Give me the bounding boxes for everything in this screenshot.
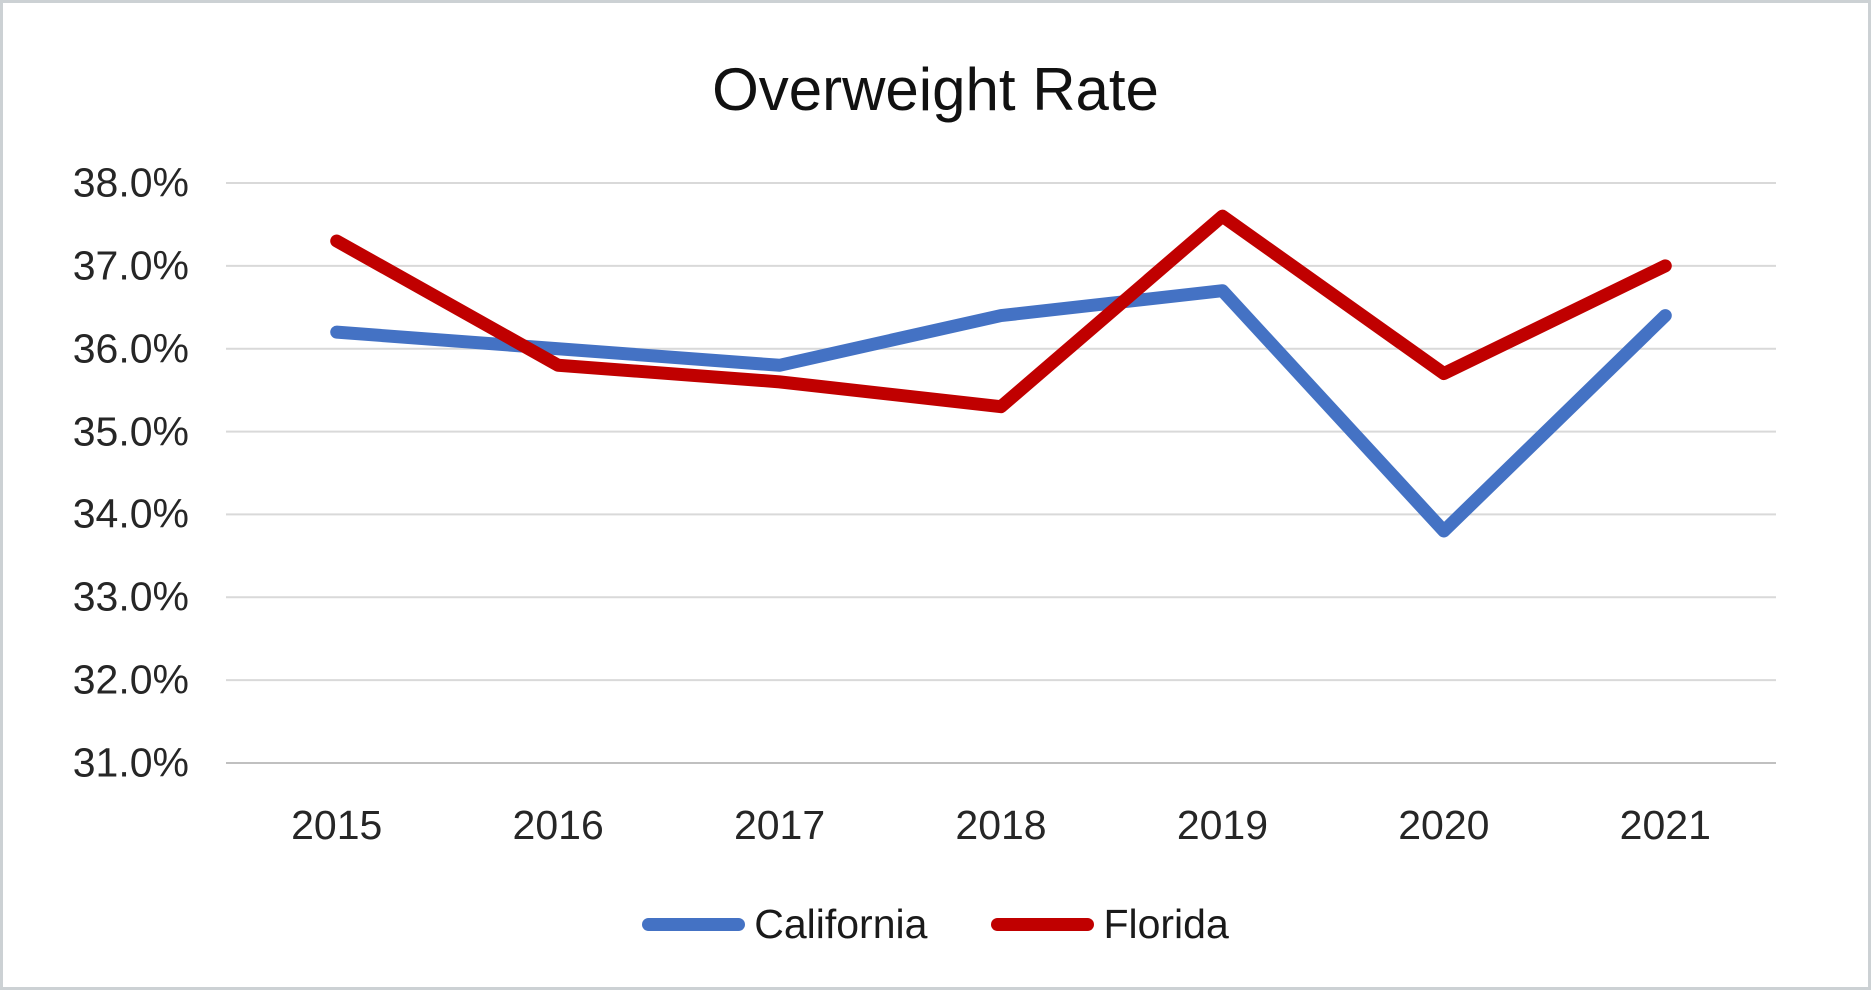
x-axis-tick-label: 2019 bbox=[1176, 802, 1269, 848]
florida-line bbox=[330, 209, 1672, 414]
legend: California Florida bbox=[3, 900, 1868, 948]
y-axis-tick-label: 31.0% bbox=[72, 739, 189, 786]
y-axis-tick-label: 32.0% bbox=[72, 656, 189, 703]
y-axis-tick-label: 38.0% bbox=[72, 159, 189, 206]
x-axis-tick-label: 2016 bbox=[512, 802, 604, 848]
florida-line-swatch bbox=[991, 917, 1095, 931]
x-axis-tick-label: 2015 bbox=[291, 802, 383, 848]
x-axis-tick-label: 2018 bbox=[955, 802, 1047, 848]
x-axis-tick-label: 2020 bbox=[1398, 802, 1490, 848]
x-axis-tick-label: 2021 bbox=[1619, 802, 1711, 848]
plot-area bbox=[226, 182, 1776, 764]
legend-label-florida: Florida bbox=[1103, 901, 1229, 947]
y-axis-tick-label: 35.0% bbox=[72, 408, 189, 455]
legend-label-california: California bbox=[754, 901, 928, 947]
y-axis-tick-label: 34.0% bbox=[72, 490, 189, 537]
chart-title: Overweight Rate bbox=[712, 56, 1159, 123]
y-axis-tick-label: 36.0% bbox=[72, 325, 189, 372]
y-axis-tick-label: 33.0% bbox=[72, 573, 189, 620]
legend-item-california: California bbox=[642, 900, 927, 948]
legend-item-florida: Florida bbox=[991, 900, 1229, 948]
california-line-swatch bbox=[642, 917, 746, 931]
y-axis-tick-label: 37.0% bbox=[72, 242, 189, 289]
x-axis-tick-label: 2017 bbox=[733, 802, 826, 848]
california-line bbox=[330, 284, 1672, 538]
